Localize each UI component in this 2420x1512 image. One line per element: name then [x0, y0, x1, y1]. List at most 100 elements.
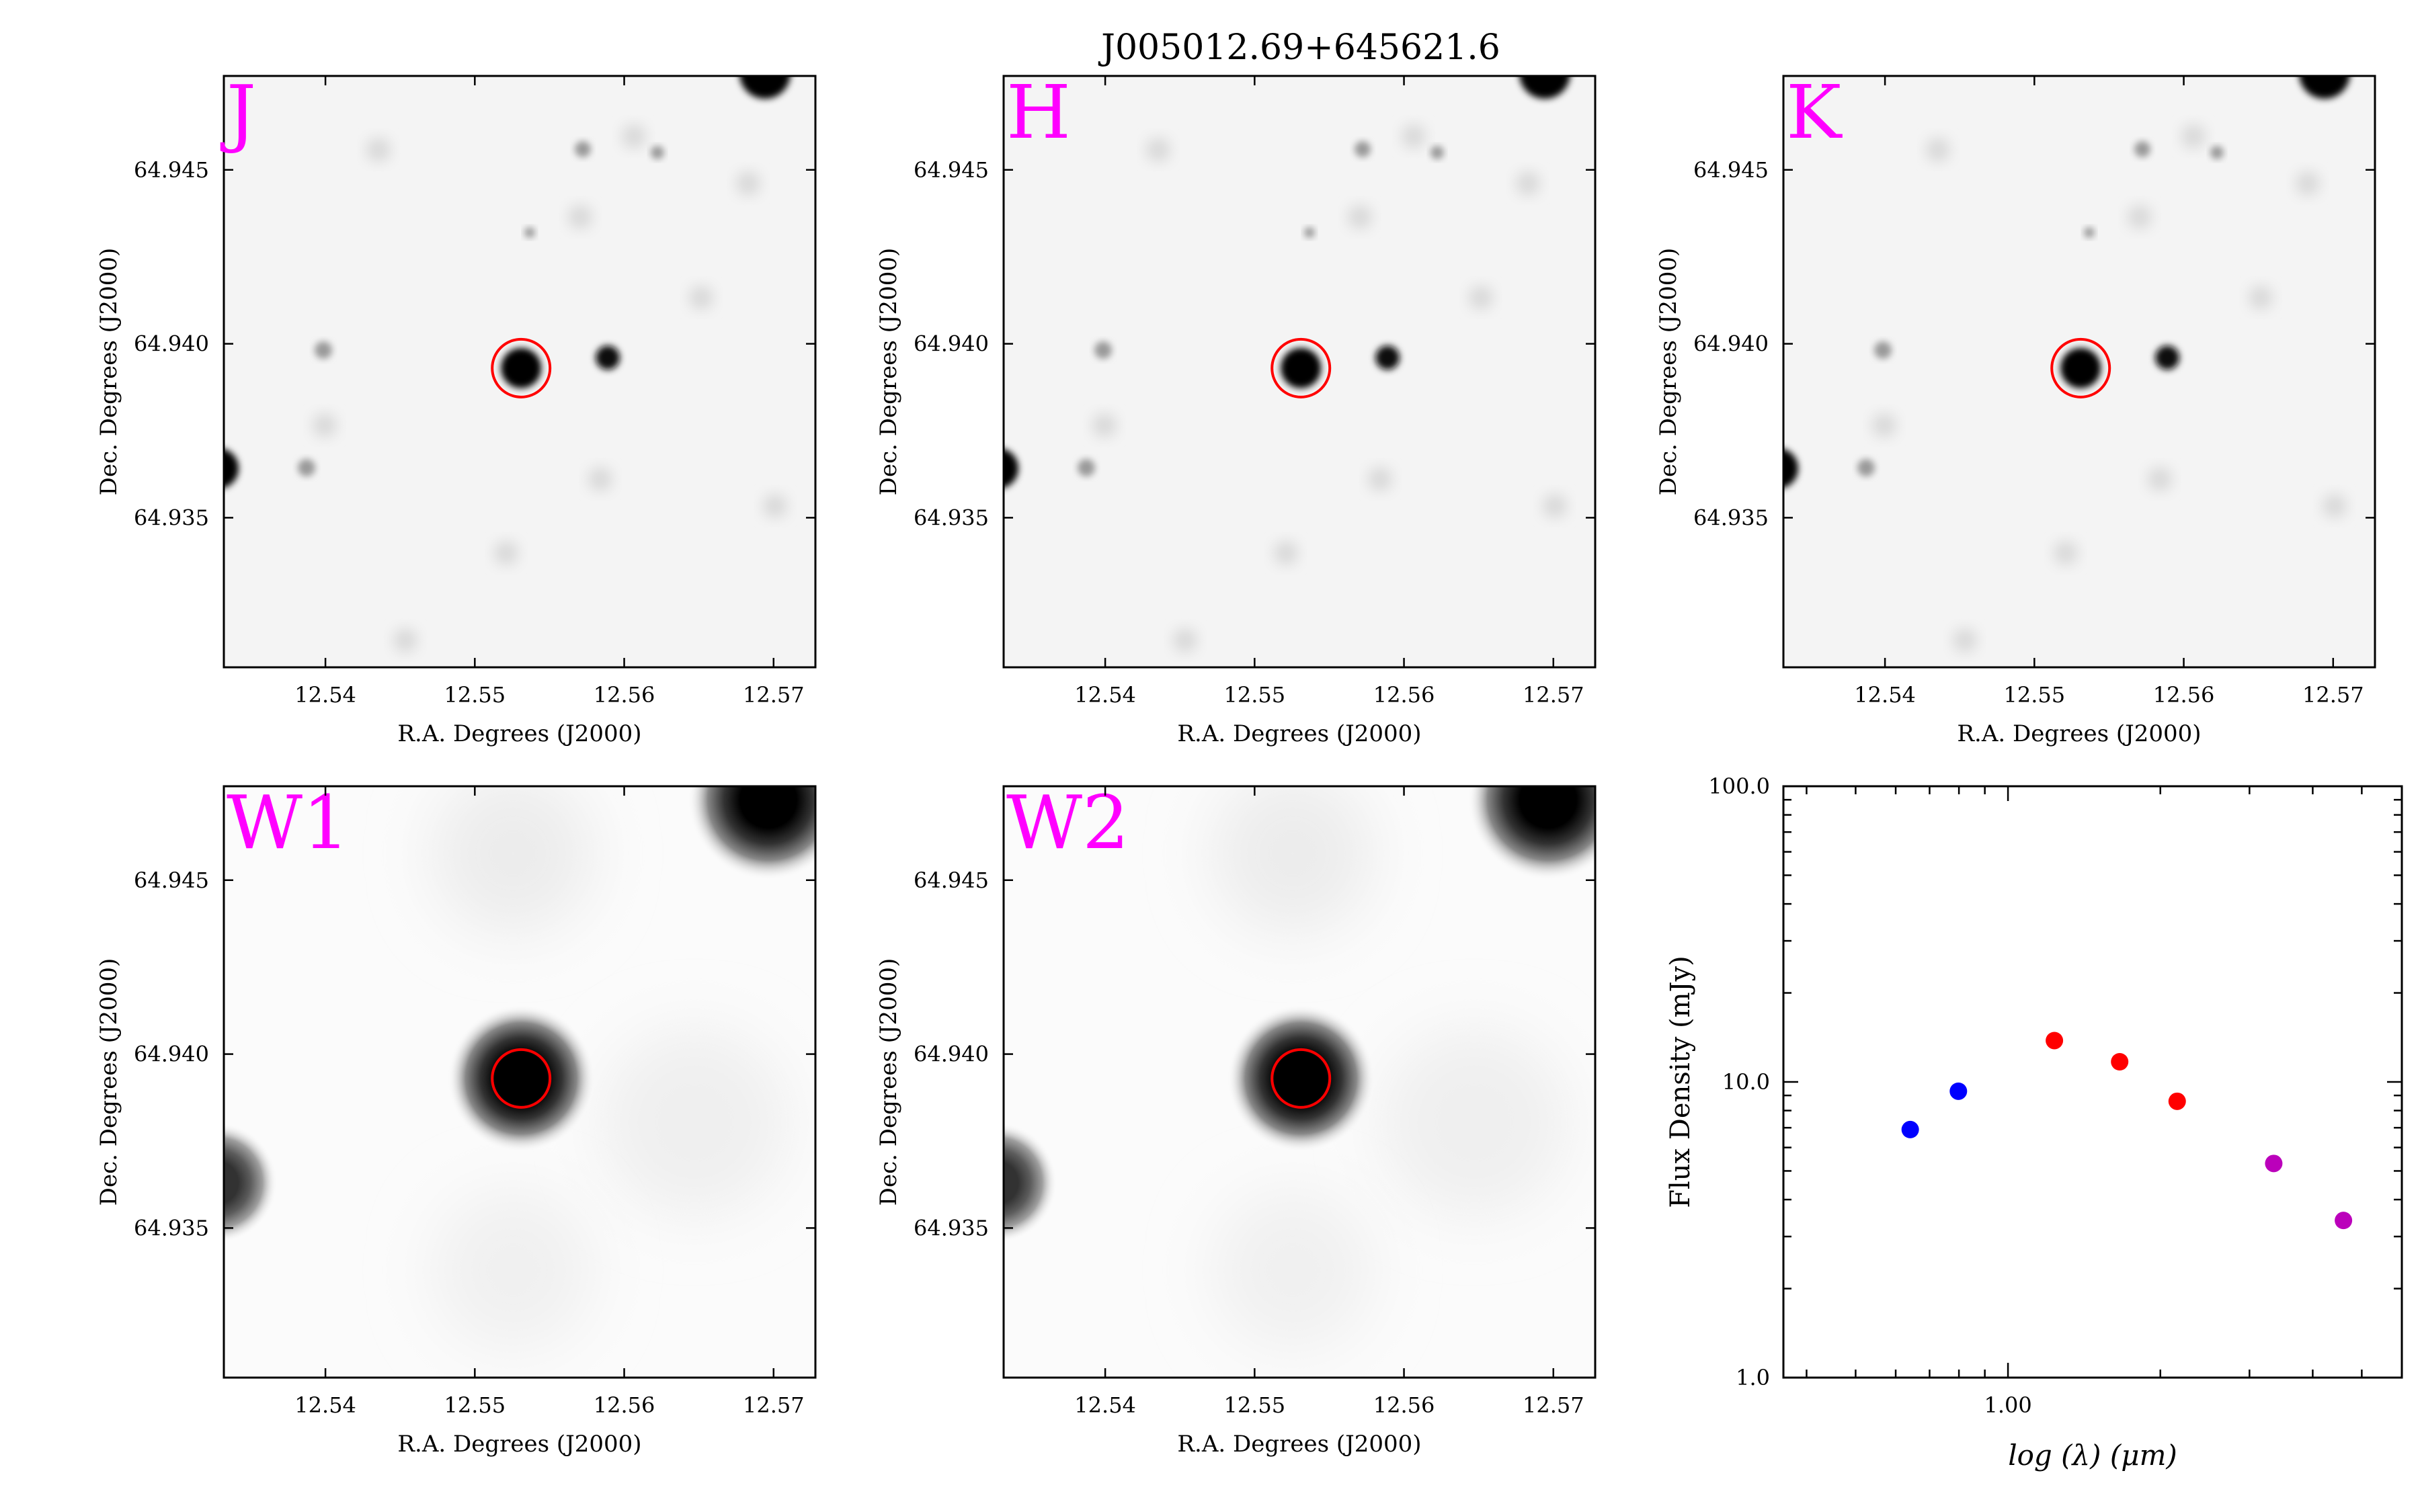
y-tick-label: 64.935: [914, 1215, 989, 1241]
y-tick-label: 64.945: [1693, 157, 1769, 183]
y-axis-label: Dec. Degrees (J2000): [875, 248, 902, 496]
target-star: [1281, 347, 1322, 388]
y-tick-label: 10.0: [1722, 1069, 1770, 1095]
edge-star: [1004, 449, 1018, 488]
star-field: [224, 786, 815, 1351]
x-tick-label: 12.56: [1373, 682, 1435, 708]
y-tick-label: 64.945: [134, 868, 209, 893]
corner-star: [739, 76, 791, 99]
y-tick-label: 64.940: [134, 1042, 209, 1067]
sed-point: [1901, 1120, 1919, 1138]
x-tick-label: 12.54: [1854, 682, 1916, 708]
image-panel-w2: W2 12.54 12.55 12.56 12.57 64.945 64.940 64.935…: [875, 780, 1597, 1458]
star-field: [1004, 786, 1595, 1351]
corner-star: [1467, 786, 1595, 880]
x-tick-label: 12.56: [1373, 1392, 1435, 1418]
x-tick-label: 12.56: [594, 682, 655, 708]
faint-star: [1874, 341, 1892, 359]
x-axis-label: R.A. Degrees (J2000): [1177, 720, 1421, 747]
image-panel-h: H 12.54 12.55 12.56 12.57 64.945 64.940 64.935 R…: [875, 69, 1597, 747]
aperture-circle: [491, 337, 552, 398]
target-star: [1227, 1004, 1375, 1152]
sed-frame: [1782, 785, 2403, 1379]
x-tick-label: 12.54: [294, 1392, 356, 1418]
y-tick-label: 64.945: [134, 157, 209, 183]
panel-frame: [223, 75, 817, 669]
x-axis-label: R.A. Degrees (J2000): [1177, 1431, 1421, 1458]
band-label: W1: [227, 780, 350, 866]
x-tick-label: 12.57: [2302, 682, 2364, 708]
faint-star: [2210, 146, 2224, 159]
faint-star: [1430, 146, 1444, 159]
band-label: H: [1006, 69, 1071, 155]
x-tick-label: 12.56: [2153, 682, 2215, 708]
image-panel-k: K 12.54 12.55 12.56 12.57 64.945 64.940 64.935 R…: [1655, 69, 2376, 747]
x-tick-label: 12.54: [1074, 1392, 1136, 1418]
panel-frame: [1002, 75, 1597, 669]
x-tick-label: 12.57: [1523, 682, 1584, 708]
neighbour-star: [2155, 345, 2180, 370]
faint-star: [2134, 141, 2150, 157]
y-tick-label: 64.935: [1693, 505, 1769, 530]
target-star: [2060, 347, 2101, 388]
sed-point: [2111, 1052, 2129, 1070]
panel-frame: [1782, 75, 2376, 669]
y-tick-label: 64.935: [134, 505, 209, 530]
aperture-circle: [1270, 337, 1332, 398]
edge-star: [1783, 449, 1798, 488]
x-tick-label: 12.55: [444, 682, 506, 708]
faint-star: [575, 141, 591, 157]
x-tick-label: 12.55: [1224, 682, 1286, 708]
x-tick-label: 12.55: [2004, 682, 2066, 708]
x-tick-label: 12.55: [1224, 1392, 1286, 1418]
sed-point: [2046, 1032, 2064, 1050]
corner-star: [2299, 76, 2350, 99]
image-panel-j: J 12.54 12.55 12.56 12.57 64.945 64.940 64.935 R…: [95, 69, 817, 747]
edge-star: [224, 449, 239, 488]
faint-star: [1857, 459, 1875, 476]
faint-star: [1094, 341, 1112, 359]
y-tick-label: 64.940: [134, 331, 209, 357]
y-tick-label: 64.935: [914, 505, 989, 530]
x-tick-label: 12.54: [294, 682, 356, 708]
x-tick-label: 12.57: [743, 1392, 805, 1418]
faint-star: [298, 459, 315, 476]
y-tick-label: 64.945: [914, 157, 989, 183]
y-tick-label: 64.935: [134, 1215, 209, 1241]
band-label: J: [220, 69, 256, 155]
aperture-circle: [2050, 337, 2111, 398]
corner-star: [1519, 76, 1570, 99]
faint-star: [524, 227, 535, 238]
y-tick-label: 64.940: [914, 1042, 989, 1067]
y-tick-label: 100.0: [1708, 773, 1770, 799]
image-panel-w1: W1 12.54 12.55 12.56 12.57 64.945 64.940 64.935…: [95, 780, 817, 1458]
x-tick-label: 12.54: [1074, 682, 1136, 708]
x-axis-label: R.A. Degrees (J2000): [397, 1431, 641, 1458]
sed-plot: 1.0 10.0 100.0 1.00 log (λ) (μm) Flux Density…: [1665, 773, 2403, 1472]
y-tick-label: 64.940: [1693, 331, 1769, 357]
sed-point: [2335, 1212, 2353, 1230]
x-axis-label: R.A. Degrees (J2000): [397, 720, 641, 747]
x-tick-label: 12.57: [743, 682, 805, 708]
panel-frame: [223, 785, 817, 1379]
sed-point: [1949, 1082, 1968, 1100]
x-axis-label: R.A. Degrees (J2000): [1957, 720, 2201, 747]
star-field: [1783, 76, 2350, 653]
target-star: [501, 347, 542, 388]
x-tick-label: 12.55: [444, 1392, 506, 1418]
target-star: [447, 1004, 596, 1152]
x-tick-label: 12.57: [1523, 1392, 1584, 1418]
sed-x-axis-label: log (λ) (μm): [2008, 1439, 2177, 1472]
edge-star: [1004, 1122, 1057, 1243]
star-field: [224, 76, 791, 653]
band-label: W2: [1006, 780, 1129, 866]
neighbour-star: [1375, 345, 1400, 370]
panel-frame: [1002, 785, 1597, 1379]
faint-star: [651, 146, 664, 159]
corner-star: [688, 786, 815, 880]
edge-star: [224, 1122, 278, 1243]
y-axis-label: Dec. Degrees (J2000): [95, 248, 122, 496]
sed-y-axis-label: Flux Density (mJy): [1665, 956, 1696, 1208]
neighbour-star: [596, 345, 620, 370]
